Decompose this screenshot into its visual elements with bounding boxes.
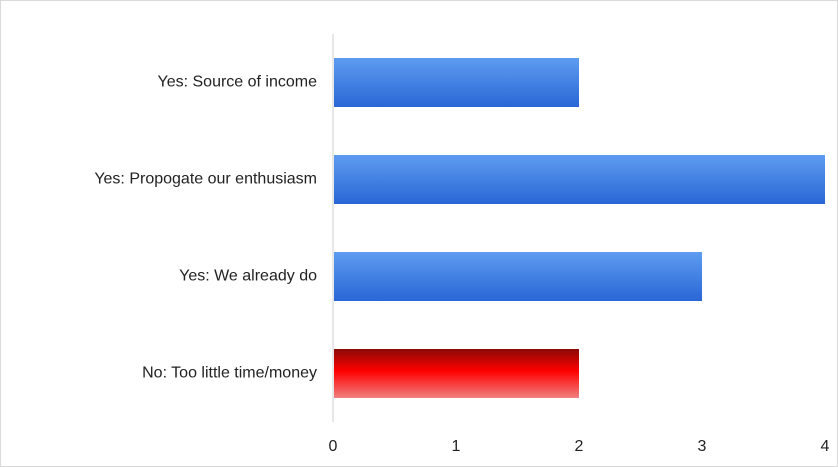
category-label-3: Yes: We already do <box>179 268 317 285</box>
bar-2 <box>334 155 825 204</box>
category-labels: Yes: Source of income Yes: Propogate our … <box>94 74 317 382</box>
category-label-4: No: Too little time/money <box>142 365 317 382</box>
x-tick-label-4: 4 <box>821 438 830 455</box>
x-tick-label-1: 1 <box>452 438 461 455</box>
bars-group <box>334 58 825 398</box>
bar-4 <box>334 349 579 398</box>
x-tick-label-0: 0 <box>329 438 338 455</box>
bar-1 <box>334 58 579 107</box>
category-label-1: Yes: Source of income <box>158 74 318 91</box>
x-tick-label-2: 2 <box>575 438 584 455</box>
x-tick-labels: 0 1 2 3 4 <box>329 438 830 455</box>
x-tick-label-3: 3 <box>698 438 707 455</box>
category-label-2: Yes: Propogate our enthusiasm <box>94 171 317 188</box>
bar-3 <box>334 252 702 301</box>
